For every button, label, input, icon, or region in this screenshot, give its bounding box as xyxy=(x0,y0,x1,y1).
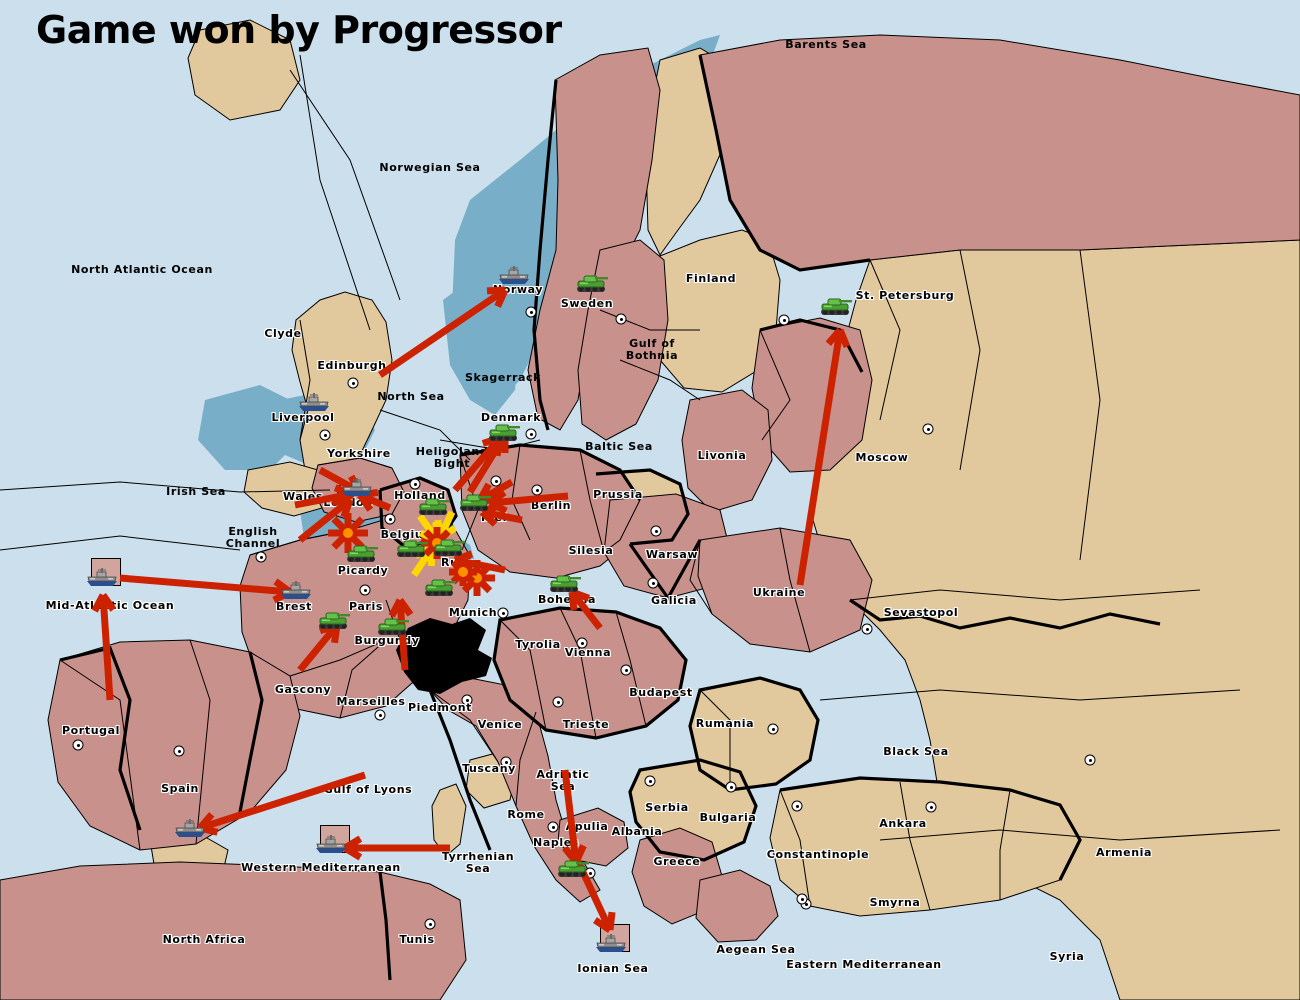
supply-center-dot[interactable] xyxy=(615,313,627,325)
army-unit[interactable] xyxy=(819,296,853,318)
fleet-unit[interactable] xyxy=(314,834,348,856)
supply-center-dot[interactable] xyxy=(650,525,662,537)
fleet-unit[interactable] xyxy=(497,265,531,287)
supply-center-dot[interactable] xyxy=(490,475,502,487)
supply-center-dot[interactable] xyxy=(767,723,779,735)
supply-center-dot[interactable] xyxy=(791,800,803,812)
supply-center-dot[interactable] xyxy=(925,801,937,813)
army-unit[interactable] xyxy=(423,577,457,599)
supply-center-dot[interactable] xyxy=(922,423,934,435)
army-unit[interactable] xyxy=(317,610,351,632)
supply-center-dot[interactable] xyxy=(500,756,512,768)
supply-center-dot[interactable] xyxy=(531,484,543,496)
supply-center-dot[interactable] xyxy=(620,664,632,676)
army-unit[interactable] xyxy=(345,543,379,565)
supply-center-dot[interactable] xyxy=(409,478,421,490)
supply-center-dot[interactable] xyxy=(347,377,359,389)
supply-center-dot[interactable] xyxy=(647,577,659,589)
army-unit[interactable] xyxy=(548,573,582,595)
page-title: Game won by Progressor xyxy=(36,8,562,52)
supply-center-dot[interactable] xyxy=(525,306,537,318)
supply-center-dot[interactable] xyxy=(497,607,509,619)
supply-center-dot[interactable] xyxy=(547,821,559,833)
fleet-unit[interactable] xyxy=(297,392,331,414)
fleet-unit[interactable] xyxy=(340,477,374,499)
supply-center-dot[interactable] xyxy=(861,623,873,635)
army-unit[interactable] xyxy=(432,537,466,559)
supply-center-dot[interactable] xyxy=(374,709,386,721)
army-unit[interactable] xyxy=(575,273,609,295)
supply-center-dot[interactable] xyxy=(576,637,588,649)
army-unit[interactable] xyxy=(487,422,521,444)
fleet-unit[interactable] xyxy=(279,580,313,602)
supply-center-dot[interactable] xyxy=(1084,754,1096,766)
fleet-unit[interactable] xyxy=(594,933,628,955)
supply-center-dot[interactable] xyxy=(424,918,436,930)
supply-center-dot[interactable] xyxy=(173,745,185,757)
supply-center-dot[interactable] xyxy=(359,584,371,596)
supply-center-dot[interactable] xyxy=(778,314,790,326)
supply-center-dot[interactable] xyxy=(461,694,473,706)
army-unit[interactable] xyxy=(376,616,410,638)
supply-center-dot[interactable] xyxy=(644,775,656,787)
supply-center-dot[interactable] xyxy=(72,739,84,751)
army-unit[interactable] xyxy=(458,492,492,514)
supply-center-dot[interactable] xyxy=(525,428,537,440)
supply-center-dot[interactable] xyxy=(384,513,396,525)
supply-center-dot[interactable] xyxy=(255,551,267,563)
supply-center-dot[interactable] xyxy=(796,893,808,905)
supply-center-dot[interactable] xyxy=(552,696,564,708)
army-unit[interactable] xyxy=(395,538,429,560)
fleet-unit[interactable] xyxy=(85,567,119,589)
fleet-unit[interactable] xyxy=(173,818,207,840)
supply-center-dot[interactable] xyxy=(725,781,737,793)
army-unit[interactable] xyxy=(556,858,590,880)
army-unit[interactable] xyxy=(417,496,451,518)
supply-center-dot[interactable] xyxy=(319,429,331,441)
